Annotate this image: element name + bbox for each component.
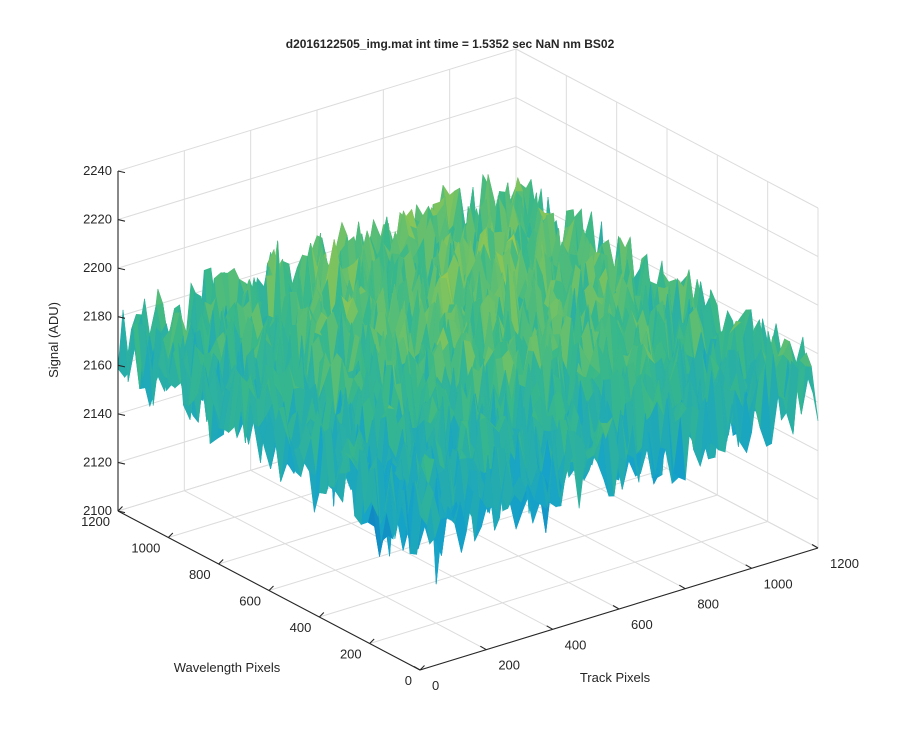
- x-tick-mark: [546, 625, 553, 630]
- x-tick-label: 1000: [764, 576, 793, 591]
- z-tick-mark: [117, 219, 126, 222]
- y-tick-mark: [318, 612, 325, 618]
- y-tick-label: 800: [189, 567, 211, 582]
- x-tick-mark: [811, 544, 819, 549]
- back-wall-gridline-z: [117, 48, 517, 172]
- z-tick-mark: [117, 461, 126, 465]
- x-tick-label: 600: [631, 617, 653, 632]
- y-tick-label: 0: [405, 673, 412, 688]
- x-axis-label: Track Pixels: [580, 670, 651, 685]
- side-wall-gridline-z: [515, 97, 819, 258]
- floor-gridline-y: [268, 468, 668, 591]
- x-tick-mark: [480, 645, 487, 651]
- x-tick-label: 1200: [830, 556, 859, 571]
- y-tick-mark: [268, 585, 274, 591]
- floor-gridline-y: [319, 494, 718, 618]
- x-tick-label: 800: [697, 597, 719, 612]
- y-tick-mark: [419, 665, 425, 671]
- x-tick-label: 400: [565, 637, 587, 652]
- side-wall-gridline-z: [515, 145, 819, 306]
- side-wall-gridline-z: [515, 48, 819, 209]
- y-tick-label: 1000: [131, 541, 160, 556]
- back-wall-gridline-z: [117, 97, 517, 221]
- z-tick-label: 2240: [83, 163, 112, 178]
- z-tick-mark: [117, 267, 126, 271]
- x-tick-mark: [745, 564, 752, 569]
- z-tick-label: 2180: [83, 309, 112, 324]
- y-tick-label: 1200: [81, 514, 110, 529]
- chart-title: d2016122505_img.mat int time = 1.5352 se…: [286, 37, 615, 51]
- y-axis-label: Wavelength Pixels: [174, 660, 281, 675]
- x-tick-label: 0: [432, 678, 439, 693]
- z-tick-mark: [117, 316, 126, 319]
- z-tick-label: 2160: [83, 357, 112, 372]
- y-tick-label: 200: [340, 647, 362, 662]
- tick-labels: 2100 2120 2140 2160 2180 2200 2220 2240 0 200 400 6…: [81, 163, 859, 693]
- z-tick-mark: [117, 170, 126, 174]
- y-tick-mark: [117, 506, 123, 512]
- axes-layer: [117, 170, 819, 671]
- z-tick-label: 2100: [83, 503, 112, 518]
- x-tick-mark: [612, 605, 620, 610]
- z-tick-label: 2200: [83, 260, 112, 275]
- z-axis-label: Signal (ADU): [46, 302, 61, 378]
- x-tick-label: 200: [498, 658, 520, 673]
- z-tick-mark: [117, 413, 126, 416]
- y-tick-mark: [369, 638, 375, 644]
- x-tick-mark: [413, 666, 421, 671]
- floor-gridline-y: [369, 521, 768, 644]
- y-tick-mark: [167, 532, 174, 538]
- surface-facet: [414, 480, 427, 525]
- x-tick-mark: [679, 584, 686, 590]
- y-tick-label: 400: [290, 620, 312, 635]
- z-tick-label: 2220: [83, 212, 112, 227]
- y-tick-mark: [218, 559, 224, 565]
- y-tick-label: 600: [239, 594, 261, 609]
- z-tick-label: 2140: [83, 406, 112, 421]
- surface-layer: [117, 173, 819, 585]
- z-tick-mark: [117, 510, 126, 514]
- z-tick-label: 2120: [83, 454, 112, 469]
- back-wall-gridline-z: [117, 145, 517, 269]
- z-tick-mark: [117, 364, 126, 368]
